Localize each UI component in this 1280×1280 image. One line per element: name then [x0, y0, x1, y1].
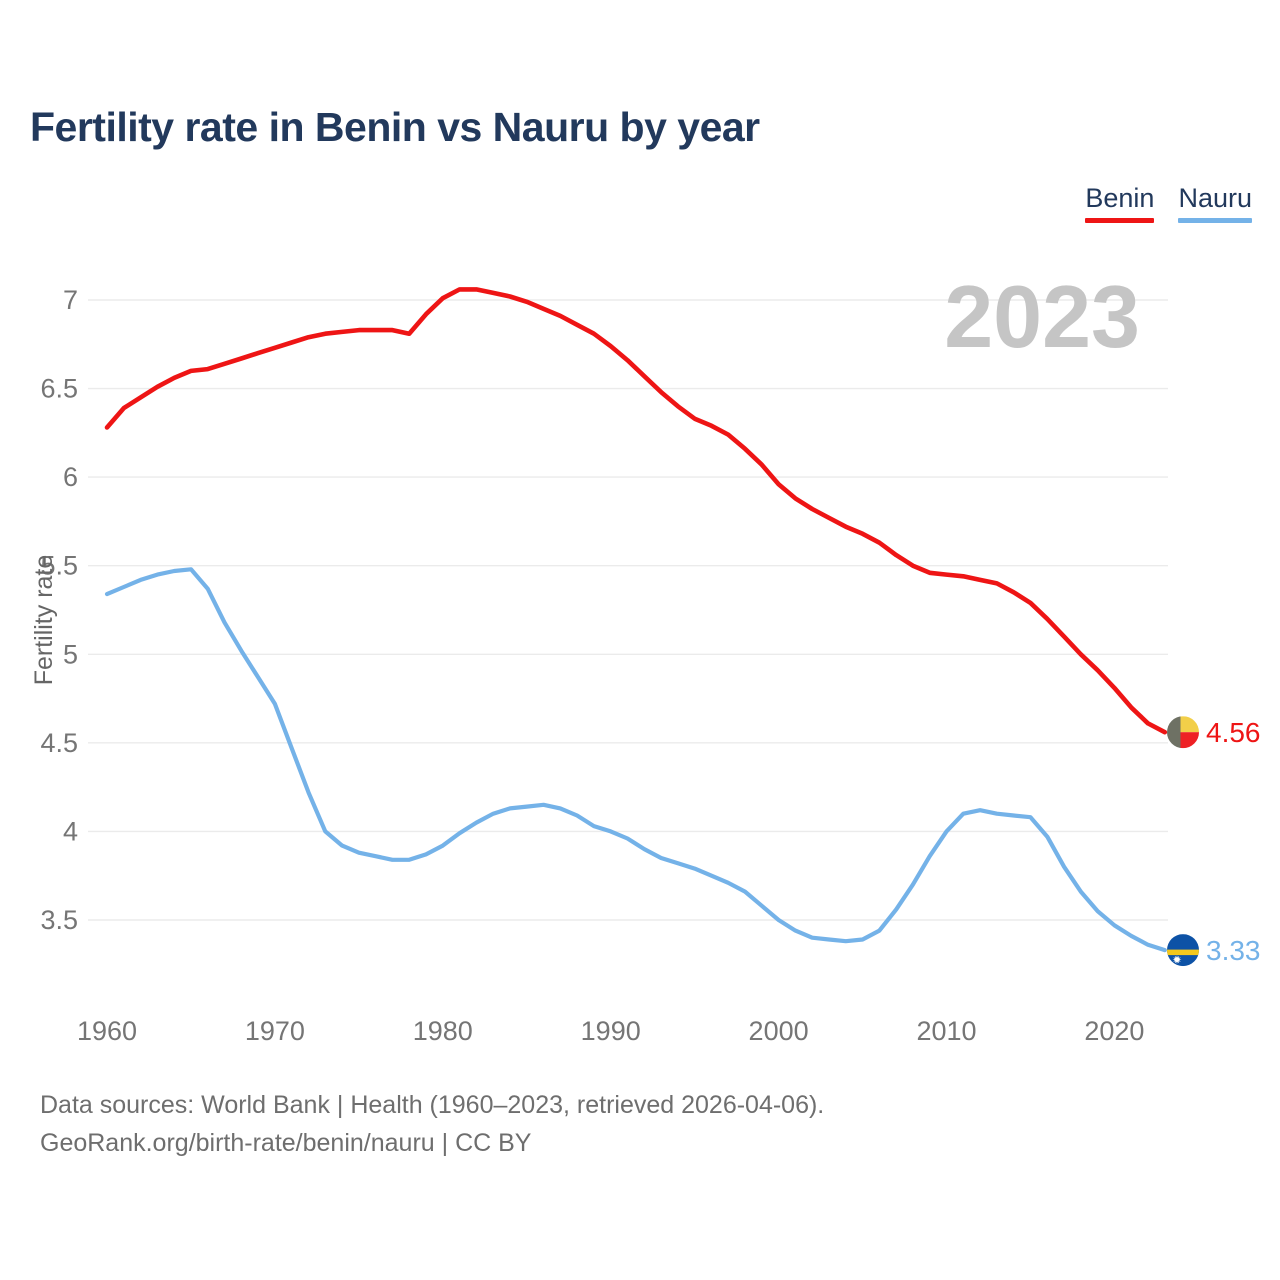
- x-tick-label: 1990: [581, 1016, 641, 1046]
- y-tick-label: 5.5: [40, 551, 78, 581]
- attribution-line: GeoRank.org/birth-rate/benin/nauru | CC …: [40, 1129, 532, 1157]
- legend-swatch-benin: [1085, 218, 1155, 224]
- y-tick-label: 5: [63, 639, 78, 669]
- y-tick-label: 4.5: [40, 728, 78, 758]
- chart-legend: Benin Nauru: [1085, 183, 1252, 224]
- year-watermark: 2023: [944, 267, 1140, 366]
- y-tick-label: 7: [63, 285, 78, 315]
- page-title: Fertility rate in Benin vs Nauru by year: [30, 104, 760, 150]
- x-tick-label: 1980: [413, 1016, 473, 1046]
- y-tick-label: 3.5: [40, 905, 78, 935]
- benin-flag-icon: [1167, 716, 1199, 749]
- x-tick-label: 1970: [245, 1016, 305, 1046]
- benin-end-value-label: 4.56: [1206, 717, 1261, 748]
- legend-label-nauru: Nauru: [1178, 183, 1252, 213]
- chart-footer: Data sources: World Bank | Health (1960–…: [40, 1086, 824, 1162]
- legend-item-benin[interactable]: Benin: [1085, 183, 1155, 224]
- data-sources-line: Data sources: World Bank | Health (1960–…: [40, 1091, 825, 1119]
- nauru-flag-icon: [1167, 934, 1199, 967]
- y-tick-label: 4: [63, 816, 78, 846]
- x-tick-label: 2010: [916, 1016, 976, 1046]
- x-tick-label: 2020: [1084, 1016, 1144, 1046]
- benin-line[interactable]: [104, 287, 1168, 735]
- legend-item-nauru[interactable]: Nauru: [1178, 183, 1252, 224]
- y-axis-title: Fertility rate: [30, 555, 58, 686]
- nauru-end-value-label: 3.33: [1206, 935, 1261, 966]
- y-tick-label: 6.5: [40, 374, 78, 404]
- x-tick-label: 2000: [749, 1016, 809, 1046]
- y-tick-label: 6: [63, 462, 78, 492]
- legend-label-benin: Benin: [1085, 183, 1155, 213]
- nauru-line[interactable]: [104, 567, 1167, 953]
- legend-swatch-nauru: [1178, 218, 1252, 224]
- x-tick-label: 1960: [77, 1016, 137, 1046]
